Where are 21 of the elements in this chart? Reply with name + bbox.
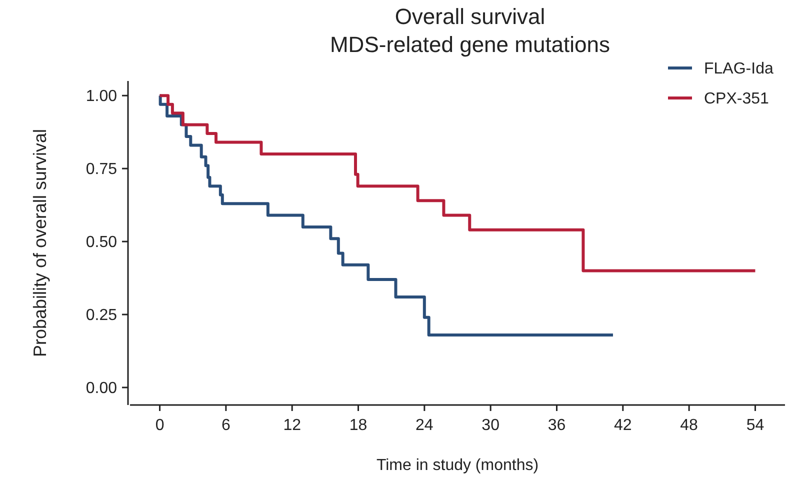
legend-label: FLAG-Ida bbox=[704, 60, 774, 78]
y-tick-label: 0.00 bbox=[86, 380, 118, 398]
y-tick-label: 0.75 bbox=[86, 161, 118, 178]
x-axis-title: Time in study (months) bbox=[376, 457, 539, 474]
x-tick-label: 24 bbox=[416, 417, 434, 434]
x-tick-label: 54 bbox=[746, 417, 764, 434]
x-tick-label: 12 bbox=[283, 417, 302, 434]
legend-label: CPX-351 bbox=[704, 90, 770, 108]
y-tick-label: 1.00 bbox=[86, 88, 118, 106]
x-tick-label: 18 bbox=[349, 417, 368, 434]
y-tick-label: 0.50 bbox=[86, 234, 118, 252]
x-tick-label: 30 bbox=[482, 417, 500, 434]
x-tick-label: 48 bbox=[680, 417, 698, 434]
y-tick-label: 0.25 bbox=[86, 307, 118, 324]
y-axis-title: Probability of overall survival bbox=[30, 128, 50, 358]
x-tick-label: 42 bbox=[614, 417, 632, 434]
chart-subtitle: MDS-related gene mutations bbox=[330, 32, 610, 57]
chart-title: Overall survival bbox=[394, 4, 546, 29]
x-tick-label: 36 bbox=[548, 417, 566, 434]
x-tick-label: 0 bbox=[155, 417, 164, 434]
x-tick-label: 6 bbox=[221, 417, 230, 434]
